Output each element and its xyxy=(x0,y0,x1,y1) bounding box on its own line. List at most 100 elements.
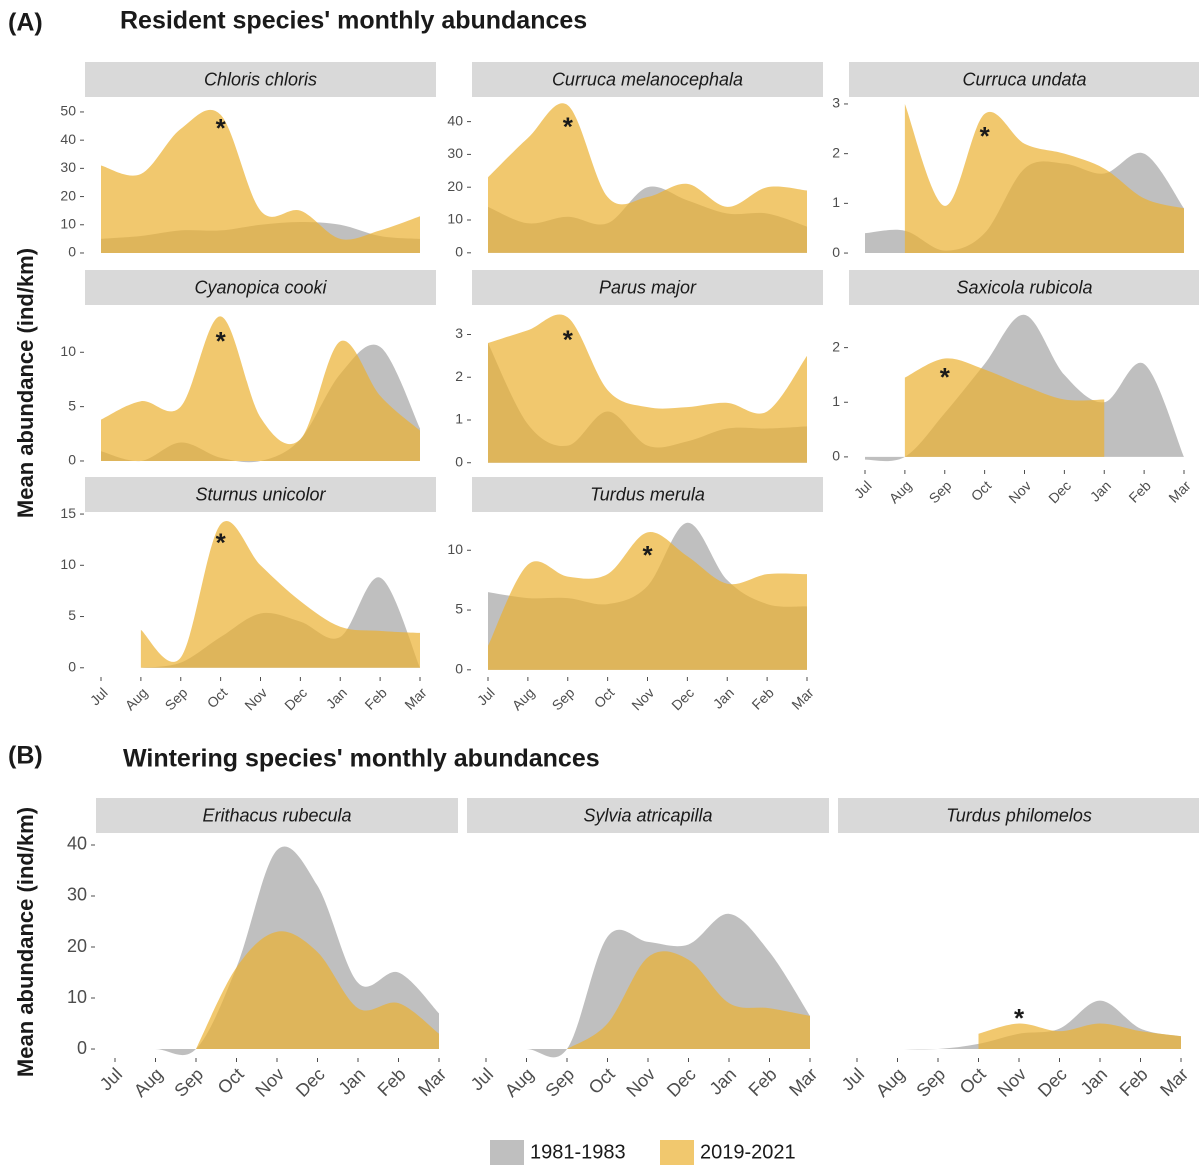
x-tick-label: Sep xyxy=(926,477,955,506)
y-tick-label: 5 xyxy=(68,607,76,623)
section-title: Wintering species' monthly abundances xyxy=(123,745,600,773)
panel-title: Turdus merula xyxy=(590,484,705,504)
x-tick-label: Dec xyxy=(1045,477,1074,506)
annotation: * xyxy=(563,324,574,354)
x-tick-label: Sep xyxy=(170,1064,207,1101)
y-tick-label: 2 xyxy=(455,368,463,384)
x-tick-label: Oct xyxy=(956,1064,990,1098)
y-tick-label: 10 xyxy=(60,215,76,231)
x-tick-label: Aug xyxy=(130,1064,167,1101)
y-tick-label: 20 xyxy=(447,178,463,194)
x-tick-label: Feb xyxy=(374,1064,410,1100)
x-tick-label: Mar xyxy=(788,684,817,713)
x-tick-label: Nov xyxy=(241,684,270,713)
y-tick-label: 10 xyxy=(447,541,463,557)
section-label: (B) xyxy=(8,742,43,770)
area xyxy=(488,314,807,463)
y-tick-label: 2 xyxy=(832,338,840,354)
x-tick-label: Mar xyxy=(785,1064,821,1100)
y-tick-label: 0 xyxy=(455,244,463,260)
x-tick-label: Oct xyxy=(591,684,618,711)
x-tick-label: Mar xyxy=(1156,1064,1192,1100)
annotation: * xyxy=(642,540,653,570)
strip xyxy=(472,477,823,512)
x-tick-label: Nov xyxy=(251,1064,288,1101)
x-tick-label: Oct xyxy=(214,1064,248,1098)
area xyxy=(978,1023,1181,1050)
y-tick-label: 0 xyxy=(455,661,463,677)
y-tick-label: 30 xyxy=(67,885,87,905)
y-tick-label: 20 xyxy=(60,187,76,203)
x-tick-label: Nov xyxy=(628,684,657,713)
y-tick-label: 10 xyxy=(67,987,87,1007)
y-tick-label: 0 xyxy=(68,244,76,260)
x-tick-label: Feb xyxy=(361,684,390,713)
y-tick-label: 40 xyxy=(60,131,76,147)
x-tick-label: Mar xyxy=(1165,477,1194,506)
y-tick-label: 0 xyxy=(77,1038,87,1058)
x-tick-label: Dec xyxy=(281,684,310,713)
strip xyxy=(85,270,436,305)
x-tick-label: Aug xyxy=(501,1064,538,1101)
legend-swatch xyxy=(660,1140,694,1165)
x-tick-label: Dec xyxy=(1034,1064,1071,1101)
panel-title: Curruca undata xyxy=(962,69,1086,89)
area xyxy=(196,931,439,1050)
y-tick-label: 5 xyxy=(455,601,463,617)
x-tick-label: Jan xyxy=(1087,477,1114,504)
annotation: * xyxy=(216,326,227,356)
y-tick-label: 15 xyxy=(60,505,76,521)
y-axis-label: Mean abundance (ind/km) xyxy=(13,248,38,518)
x-tick-label: Dec xyxy=(292,1064,329,1101)
x-tick-label: Jul xyxy=(96,1064,126,1094)
annotation: * xyxy=(980,121,991,151)
x-tick-label: Oct xyxy=(204,684,231,711)
x-tick-label: Feb xyxy=(748,684,777,713)
y-tick-label: 30 xyxy=(447,145,463,161)
x-tick-label: Jul xyxy=(467,1064,497,1094)
x-tick-label: Mar xyxy=(414,1064,450,1100)
x-tick-label: Feb xyxy=(1125,477,1154,506)
panel-title: Chloris chloris xyxy=(204,69,317,89)
panel-title: Turdus philomelos xyxy=(946,805,1092,825)
x-tick-label: Sep xyxy=(162,684,191,713)
annotation: * xyxy=(940,362,951,392)
legend-label: 1981-1983 xyxy=(530,1141,626,1163)
panel-title: Cyanopica cooki xyxy=(194,277,327,297)
section-label: (A) xyxy=(8,9,43,37)
annotation: * xyxy=(216,113,227,143)
area xyxy=(101,316,420,461)
x-tick-label: Dec xyxy=(663,1064,700,1101)
x-tick-label: Jul xyxy=(474,684,498,708)
x-tick-label: Dec xyxy=(668,684,697,713)
y-tick-label: 40 xyxy=(447,112,463,128)
x-tick-label: Jan xyxy=(323,684,350,711)
panel-title: Parus major xyxy=(599,277,697,297)
strip xyxy=(849,62,1199,97)
area xyxy=(101,109,420,253)
panel-title: Sylvia atricapilla xyxy=(583,805,712,825)
y-tick-label: 2 xyxy=(832,144,840,160)
y-tick-label: 30 xyxy=(60,159,76,175)
strip xyxy=(85,62,436,97)
panel-title: Erithacus rubecula xyxy=(202,805,351,825)
x-tick-label: Mar xyxy=(401,684,430,713)
strip xyxy=(472,270,823,305)
y-tick-label: 5 xyxy=(68,397,76,413)
strip xyxy=(472,62,823,97)
x-tick-label: Nov xyxy=(1005,477,1034,506)
y-tick-label: 0 xyxy=(832,448,840,464)
y-tick-label: 10 xyxy=(60,556,76,572)
panel-title: Saxicola rubicola xyxy=(956,277,1092,297)
area xyxy=(904,358,1105,457)
strip xyxy=(96,798,458,833)
x-tick-label: Feb xyxy=(1116,1064,1152,1100)
y-tick-label: 3 xyxy=(832,95,840,111)
x-tick-label: Aug xyxy=(509,684,538,713)
y-tick-label: 10 xyxy=(60,343,76,359)
x-tick-label: Jan xyxy=(1077,1064,1112,1099)
y-tick-label: 3 xyxy=(455,325,463,341)
y-tick-label: 1 xyxy=(455,411,463,427)
